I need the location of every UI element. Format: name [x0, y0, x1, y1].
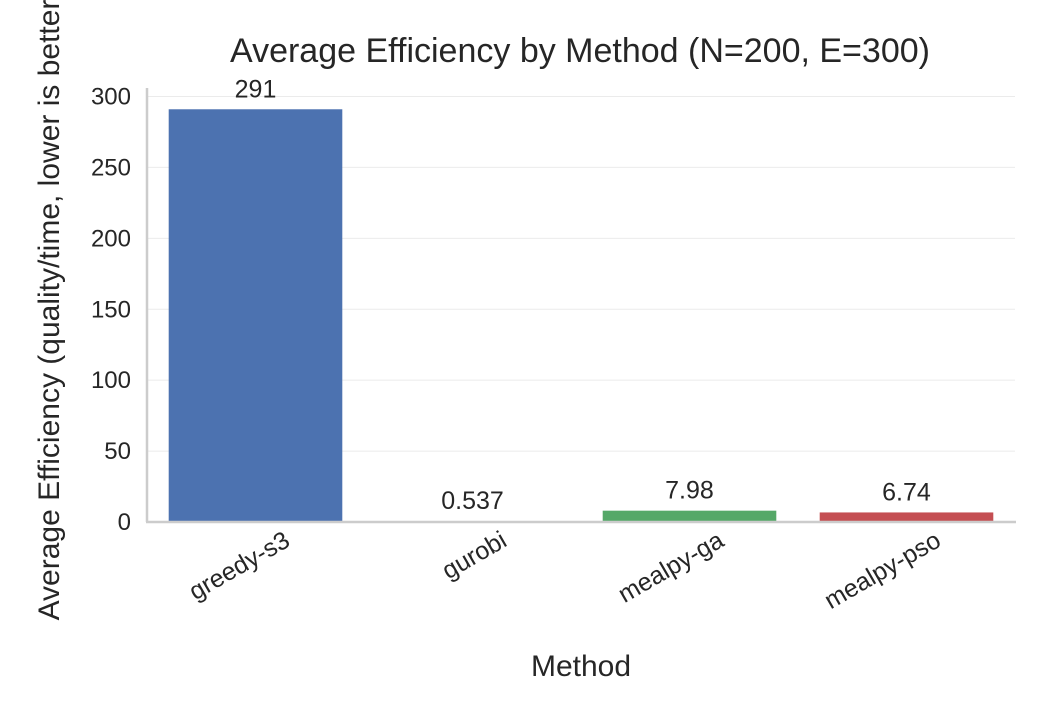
value-labels: 291 0.537 7.98 6.74 [235, 75, 931, 515]
value-label-greedy-s3: 291 [235, 75, 277, 103]
bar-mealpy-ga [602, 510, 777, 522]
value-label-mealpy-ga: 7.98 [665, 477, 714, 505]
axes [145, 88, 1016, 524]
x-tick-label-greedy-s3: greedy-s3 [184, 526, 294, 606]
x-tick-label-mealpy-ga: mealpy-ga [613, 526, 728, 609]
y-tick-labels: 0 50 100 150 200 250 300 [91, 84, 131, 536]
y-tick-label: 200 [91, 225, 131, 252]
y-tick-label: 300 [91, 84, 131, 111]
y-tick-label: 50 [104, 438, 131, 465]
bars [168, 109, 994, 523]
y-tick-label: 100 [91, 367, 131, 394]
x-tick-labels: greedy-s3 gurobi mealpy-ga mealpy-pso [184, 526, 945, 615]
x-tick-label-gurobi: gurobi [437, 526, 511, 585]
bar-greedy-s3 [168, 109, 343, 523]
bar-mealpy-pso [819, 512, 994, 522]
value-label-gurobi: 0.537 [441, 487, 504, 515]
y-tick-label: 250 [91, 154, 131, 181]
y-tick-label: 150 [91, 296, 131, 323]
y-axis-label: Average Efficiency (quality/time, lower … [33, 0, 66, 620]
x-tick-label-mealpy-pso: mealpy-pso [820, 526, 946, 615]
chart-title: Average Efficiency by Method (N=200, E=3… [230, 32, 930, 70]
value-label-mealpy-pso: 6.74 [882, 478, 931, 506]
y-tick-label: 0 [118, 509, 131, 536]
x-axis-label: Method [531, 650, 631, 683]
